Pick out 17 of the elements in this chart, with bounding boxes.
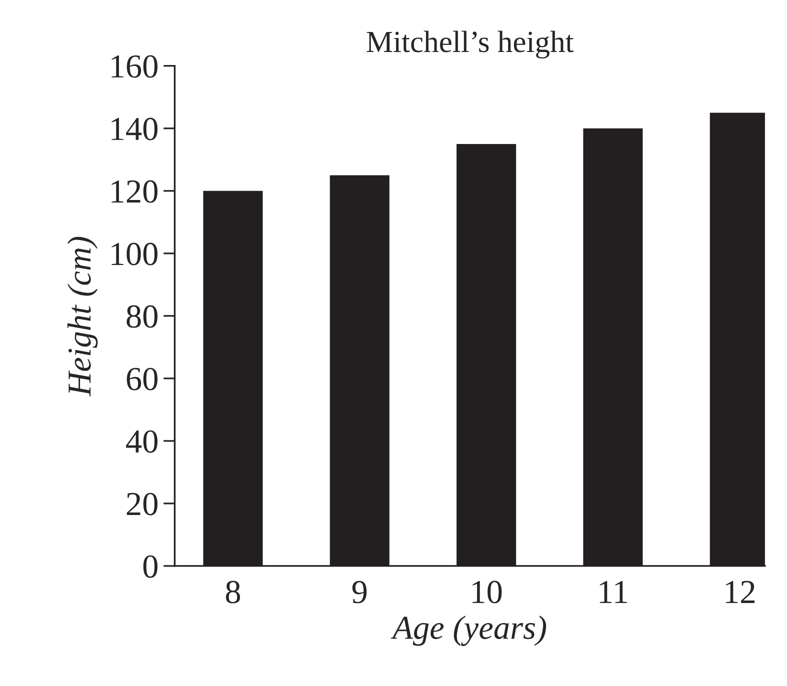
y-tick-label: 160: [112, 55, 158, 78]
x-tick-label: 8: [226, 580, 240, 604]
chart-title: Mitchell’s height: [366, 30, 574, 59]
y-axis-title: Height (cm): [67, 236, 98, 396]
y-tick-label: 0: [143, 555, 158, 578]
y-tick-label: 140: [112, 118, 158, 140]
x-axis-title: Age (years): [390, 616, 546, 646]
x-tick-label: 11: [600, 580, 628, 603]
y-tick-label: 60: [126, 368, 158, 390]
x-tick-label: 9: [352, 580, 367, 604]
y-tick-label: 20: [126, 492, 158, 516]
y-tick-label: 40: [126, 430, 158, 453]
y-tick-label: 120: [112, 180, 158, 203]
x-tick-label: 10: [472, 580, 502, 604]
x-tick-label: 12: [726, 580, 754, 603]
y-tick-label: 80: [126, 305, 158, 328]
y-tick-label: 100: [112, 242, 158, 266]
